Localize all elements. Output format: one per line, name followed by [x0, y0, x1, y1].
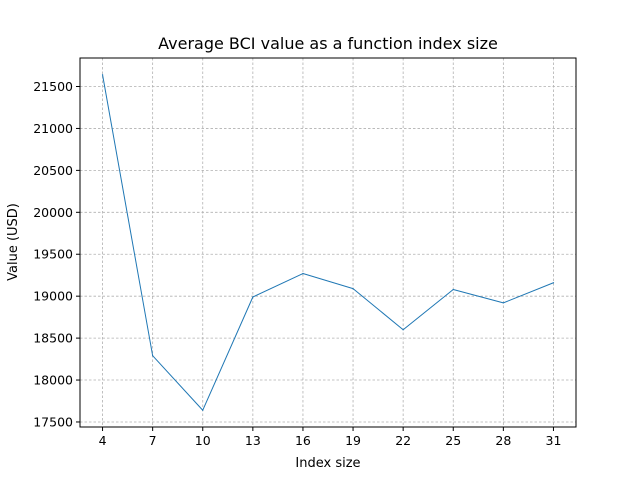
- y-tick-label: 17500: [33, 414, 73, 429]
- data-point: [152, 355, 154, 357]
- y-axis-label: Value (USD): [6, 203, 21, 281]
- series-line: [102, 74, 554, 411]
- data-point: [302, 272, 304, 275]
- x-tick-label: 13: [245, 433, 261, 448]
- y-tick-label: 21500: [33, 79, 73, 94]
- plot-area-frame: [79, 57, 577, 428]
- x-axis: 4 7 10 13 16 19 22 25 28 31: [99, 427, 562, 448]
- y-tick-label: 18500: [33, 331, 73, 346]
- y-tick-label: 19500: [33, 247, 73, 262]
- x-tick-label: 7: [149, 433, 157, 448]
- x-tick-label: 22: [395, 433, 411, 448]
- x-tick-label: 31: [546, 433, 562, 448]
- data-point: [202, 409, 204, 411]
- data-point: [101, 74, 104, 76]
- data-point: [502, 302, 504, 304]
- data-point: [352, 288, 354, 290]
- y-tick-label: 21000: [33, 121, 73, 136]
- x-tick-label: 4: [99, 433, 107, 448]
- grid: [80, 58, 576, 427]
- x-tick-label: 19: [345, 433, 361, 448]
- y-tick-label: 20000: [33, 205, 73, 220]
- chart-title: Average BCI value as a function index si…: [158, 34, 498, 53]
- x-tick-label: 16: [295, 433, 311, 448]
- x-tick-label: 28: [495, 433, 511, 448]
- series-layer: [101, 74, 555, 411]
- x-axis-label: Index size: [295, 456, 360, 471]
- y-tick-label: 20500: [33, 163, 73, 178]
- data-point: [552, 282, 555, 284]
- data-point: [252, 296, 254, 298]
- y-tick-label: 19000: [33, 289, 73, 304]
- data-point: [452, 288, 454, 291]
- x-tick-label: 25: [445, 433, 461, 448]
- data-point: [402, 329, 404, 331]
- y-tick-label: 18000: [33, 373, 73, 388]
- y-axis: 17500 18000 18500 19000 19500 20000 20500 21000…: [33, 79, 80, 429]
- x-tick-label: 10: [195, 433, 211, 448]
